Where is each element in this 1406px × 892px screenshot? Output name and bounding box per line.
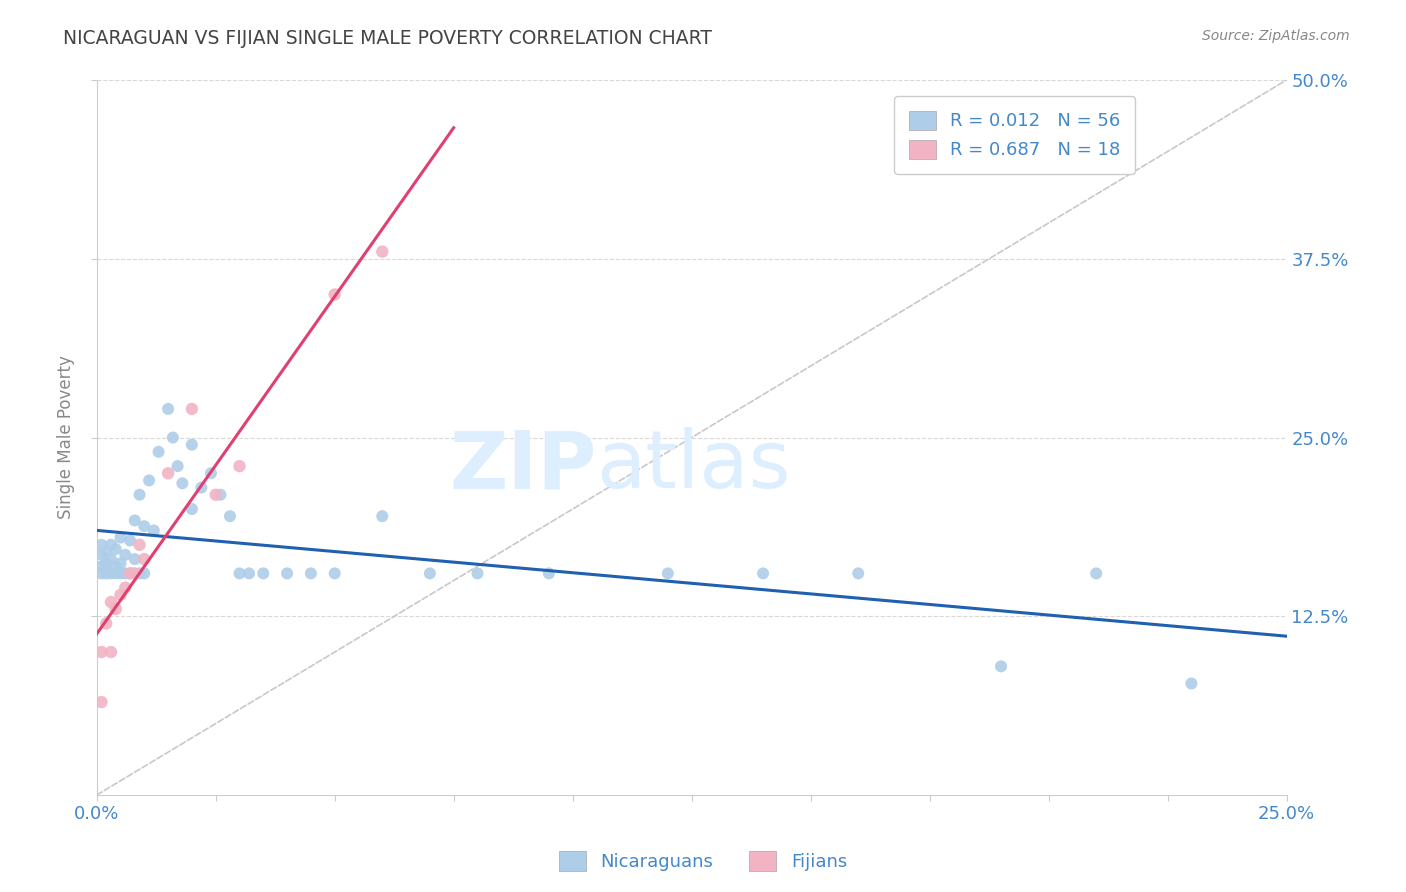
Point	[846, 566, 869, 581]
Point	[276, 566, 298, 581]
Point	[124, 513, 146, 527]
Point	[90, 548, 112, 562]
Y-axis label: Single Male Poverty: Single Male Poverty	[58, 356, 75, 519]
Point	[204, 488, 226, 502]
Point	[157, 401, 180, 416]
Point	[114, 548, 136, 562]
Legend: R = 0.012   N = 56, R = 0.687   N = 18: R = 0.012 N = 56, R = 0.687 N = 18	[894, 96, 1135, 174]
Point	[100, 595, 122, 609]
Point	[104, 566, 127, 581]
Point	[166, 459, 188, 474]
Point	[190, 481, 212, 495]
Point	[118, 566, 141, 581]
Point	[90, 645, 112, 659]
Point	[100, 566, 122, 581]
Legend: Nicaraguans, Fijians: Nicaraguans, Fijians	[551, 844, 855, 879]
Point	[128, 488, 150, 502]
Point	[110, 588, 132, 602]
Point	[172, 476, 194, 491]
Point	[90, 559, 112, 574]
Point	[299, 566, 322, 581]
Point	[228, 459, 250, 474]
Point	[252, 566, 274, 581]
Point	[134, 566, 156, 581]
Point	[114, 566, 136, 581]
Point	[104, 542, 127, 557]
Point	[100, 552, 122, 566]
Point	[180, 438, 202, 452]
Point	[90, 538, 112, 552]
Point	[209, 488, 232, 502]
Point	[96, 616, 118, 631]
Text: Source: ZipAtlas.com: Source: ZipAtlas.com	[1202, 29, 1350, 44]
Point	[134, 552, 156, 566]
Point	[142, 524, 165, 538]
Point	[128, 538, 150, 552]
Point	[104, 602, 127, 616]
Text: atlas: atlas	[596, 427, 790, 505]
Point	[990, 659, 1012, 673]
Point	[371, 509, 394, 524]
Point	[228, 566, 250, 581]
Point	[200, 467, 222, 481]
Point	[124, 552, 146, 566]
Point	[96, 566, 118, 581]
Point	[323, 287, 346, 301]
Point	[90, 695, 112, 709]
Point	[104, 559, 127, 574]
Point	[157, 467, 180, 481]
Point	[371, 244, 394, 259]
Point	[657, 566, 679, 581]
Point	[110, 531, 132, 545]
Point	[96, 545, 118, 559]
Text: NICARAGUAN VS FIJIAN SINGLE MALE POVERTY CORRELATION CHART: NICARAGUAN VS FIJIAN SINGLE MALE POVERTY…	[63, 29, 713, 48]
Point	[114, 581, 136, 595]
Point	[134, 519, 156, 533]
Point	[1085, 566, 1108, 581]
Point	[100, 645, 122, 659]
Point	[219, 509, 242, 524]
Point	[323, 566, 346, 581]
Point	[118, 533, 141, 548]
Point	[419, 566, 441, 581]
Text: ZIP: ZIP	[449, 427, 596, 505]
Point	[124, 566, 146, 581]
Point	[180, 401, 202, 416]
Point	[1180, 676, 1202, 690]
Point	[100, 538, 122, 552]
Point	[128, 566, 150, 581]
Point	[162, 430, 184, 444]
Point	[110, 557, 132, 571]
Point	[238, 566, 260, 581]
Point	[467, 566, 489, 581]
Point	[537, 566, 560, 581]
Point	[148, 445, 170, 459]
Point	[96, 557, 118, 571]
Point	[96, 562, 118, 576]
Point	[90, 566, 112, 581]
Point	[138, 474, 160, 488]
Point	[752, 566, 775, 581]
Point	[110, 566, 132, 581]
Point	[118, 566, 141, 581]
Point	[180, 502, 202, 516]
